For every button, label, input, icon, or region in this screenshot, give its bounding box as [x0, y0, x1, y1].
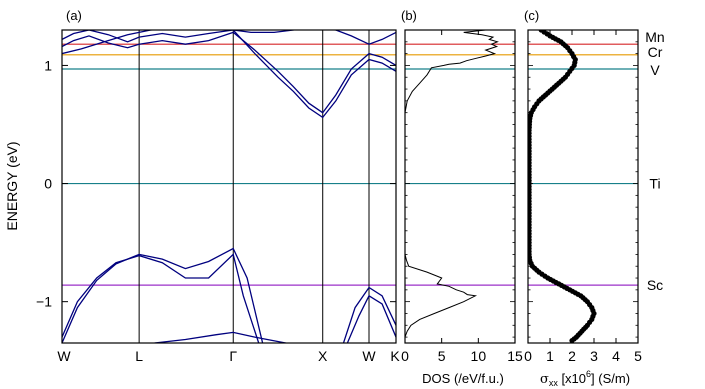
panel-label-a: (a): [66, 8, 82, 23]
level-label-v: V: [650, 62, 660, 78]
kpoint-label: W: [362, 348, 376, 364]
bands: [62, 30, 396, 343]
dos-curve-1: [405, 30, 499, 119]
y-tick-label: 1: [44, 57, 52, 73]
x-tick-label: 15: [507, 348, 523, 364]
band-line-1: [62, 30, 396, 119]
x-tick-label: 5: [634, 348, 642, 364]
dos-axis-label: DOS (/eV/f.u.): [422, 371, 504, 386]
conductivity-points: [528, 30, 597, 343]
band-line-3: [62, 30, 396, 55]
kpoint-label: L: [135, 348, 143, 364]
band-line-4: [62, 247, 264, 343]
x-tick-label: 5: [438, 348, 446, 364]
band-line-8: [346, 294, 396, 343]
x-tick-label: 0: [401, 348, 409, 364]
kpoint-label: Γ: [229, 348, 237, 364]
x-tick-label: 4: [612, 348, 620, 364]
kpoint-label: X: [318, 348, 328, 364]
y-axis-label: ENERGY (eV): [4, 141, 20, 230]
x-tick-label: 10: [471, 348, 487, 364]
dos-curve-2: [405, 248, 478, 338]
plot-frame: [404, 29, 516, 344]
level-label-mn: Mn: [645, 29, 664, 45]
panel-label-c: (c): [524, 8, 539, 23]
band-line-5: [62, 253, 260, 343]
level-label-sc: Sc: [647, 277, 663, 293]
y-tick-label: −1: [36, 294, 52, 310]
band-line-6: [154, 331, 290, 343]
band-line-7: [342, 286, 396, 343]
x-tick-label: 2: [568, 348, 576, 364]
conductivity-axis-label: σxx [x106] (S/m): [540, 369, 630, 388]
band-line-2: [62, 31, 396, 114]
panel-b: 0 5 10 15: [401, 29, 523, 364]
y-tick-label: 0: [44, 176, 52, 192]
dos-curves: [405, 30, 499, 338]
kpoint-label: W: [57, 348, 71, 364]
x-tick-label: 0: [524, 348, 532, 364]
x-tick-label: 3: [590, 348, 598, 364]
panel-label-b: (b): [401, 8, 417, 23]
plot-frame: [527, 29, 639, 344]
kpoint-label: K: [390, 348, 400, 364]
x-tick-label: 1: [546, 348, 554, 364]
level-label-cr: Cr: [648, 44, 663, 60]
plot-frame: [61, 29, 397, 344]
level-label-ti: Ti: [649, 176, 660, 192]
